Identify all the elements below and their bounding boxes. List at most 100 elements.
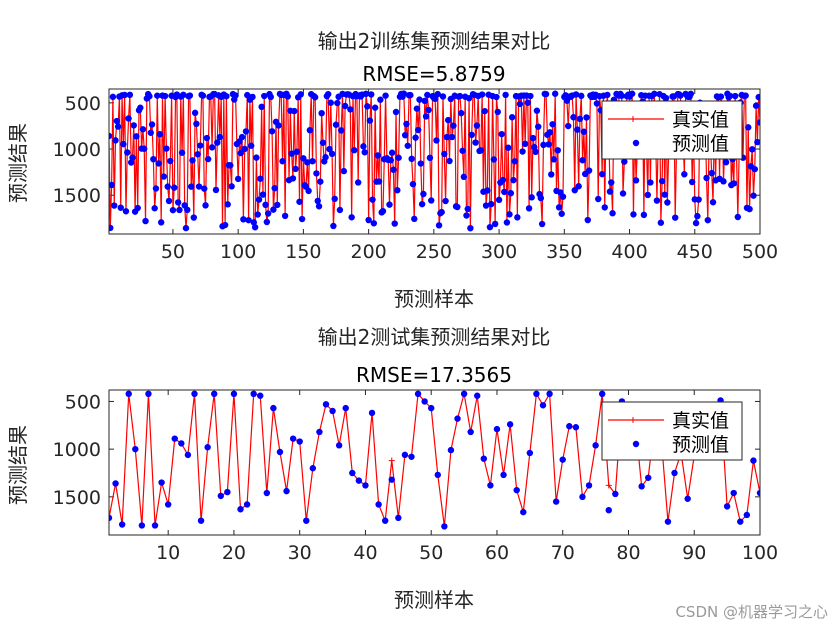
chart-1-y-tick-label: 500 [65, 93, 101, 115]
chart-1-pred-point [184, 206, 191, 214]
chart-1-pred-point [129, 154, 136, 161]
chart-1-pred-point [279, 158, 286, 165]
chart-1-pred-point [354, 179, 362, 186]
chart-1-pred-point [238, 133, 246, 141]
chart-1-pred-point [292, 165, 299, 173]
chart-1-pred-point [608, 179, 615, 186]
chart-2-pred-point [381, 517, 389, 524]
chart-1-pred-point [490, 156, 498, 163]
chart-2-pred-point [566, 423, 573, 430]
chart-2-pred-point [447, 446, 455, 454]
chart-1-pred-point [559, 193, 567, 200]
chart-1-pred-point [579, 157, 586, 164]
chart-1-pred-point [126, 91, 134, 99]
chart-1-legend-true-label: 真实值 [672, 109, 729, 131]
chart-1-pred-point [330, 222, 337, 230]
chart-2-pred-point [500, 471, 507, 479]
chart-1-pred-point [386, 201, 393, 208]
chart-1-pred-point [546, 129, 554, 136]
chart-1-pred-point [495, 196, 503, 204]
chart-1-pred-point [463, 212, 470, 219]
chart-1-x-tick-label: 300 [481, 241, 517, 263]
chart-1-pred-point [439, 93, 447, 100]
chart-1-pred-point [122, 208, 130, 215]
chart-2-pred-point [257, 392, 264, 399]
chart-1-pred-point [300, 155, 307, 162]
chart-1-pred-point [484, 187, 491, 194]
chart-2-ylabel: 预测结果 [6, 425, 30, 505]
chart-1-pred-point [361, 149, 368, 156]
chart-1-pred-point [391, 220, 398, 227]
chart-1-pred-point [375, 178, 383, 185]
chart-1-pred-point [532, 148, 539, 156]
chart-1-pred-point [548, 171, 555, 178]
chart-1-pred-point [505, 144, 512, 151]
chart-1-pred-point [264, 210, 272, 217]
chart-1-pred-point [165, 197, 173, 205]
chart-1-pred-point [371, 104, 379, 111]
chart-2-pred-point [605, 506, 612, 514]
chart-2-pred-point [559, 456, 566, 463]
chart-2-pred-point [664, 518, 672, 525]
chart-2-pred-point [480, 455, 488, 462]
chart-2-pred-point [414, 390, 422, 398]
chart-1-pred-point [336, 206, 344, 214]
chart-1-pred-point [549, 121, 556, 128]
chart-1-pred-point [314, 197, 321, 205]
chart-1-pred-point [366, 117, 374, 124]
chart-1-pred-point [434, 90, 441, 98]
chart-1-pred-point [223, 93, 230, 100]
chart-1-pred-point [400, 90, 408, 97]
chart-1-pred-point [413, 105, 421, 112]
chart-2-pred-point [737, 518, 744, 525]
chart-2-pred-point [592, 442, 599, 449]
chart-2-pred-point [138, 522, 146, 529]
watermark: CSDN @机器学习之心 [675, 603, 828, 621]
chart-1-pred-point [538, 220, 546, 228]
chart-2-pred-point [388, 476, 395, 483]
chart-1-pred-point [257, 175, 264, 182]
chart-1-pred-point [293, 148, 301, 155]
chart-2-legend-true-label: 真实值 [672, 410, 729, 432]
chart-2-pred-point [506, 421, 514, 428]
chart-2-pred-point [612, 490, 619, 498]
chart-2-pred-point [546, 390, 553, 398]
chart-2-pred-point [145, 390, 152, 398]
chart-1-pred-point [585, 167, 593, 174]
chart-2-title: 输出2测试集预测结果对比 [318, 325, 551, 349]
chart-1-pred-point [127, 159, 135, 166]
chart-2-pred-point [211, 390, 218, 398]
chart-2-x-tick-label: 50 [419, 542, 443, 564]
chart-1-pred-point [362, 90, 370, 98]
chart-1-pred-point [167, 157, 174, 165]
chart-2-pred-point [671, 469, 678, 477]
chart-1-pred-point [298, 215, 306, 223]
chart-1-pred-point [533, 107, 541, 114]
chart-1-pred-point [147, 129, 154, 136]
chart-1-pred-point [516, 100, 524, 108]
chart-1-pred-point [365, 216, 372, 224]
chart-1-pred-point [382, 92, 389, 99]
chart-1-pred-point [570, 114, 577, 121]
chart-2-xlabel: 预测样本 [394, 588, 474, 612]
chart-2-pred-point [250, 390, 257, 398]
chart-1-pred-point [268, 128, 276, 135]
chart-1-pred-point [315, 203, 323, 210]
chart-1-pred-point [370, 220, 378, 227]
chart-1-pred-point [109, 181, 115, 189]
chart-1-x-tick-label: 500 [742, 241, 778, 263]
chart-1-pred-point [732, 92, 739, 100]
chart-1-pred-point [630, 211, 637, 218]
chart-1-x-tick-label: 450 [677, 241, 713, 263]
chart-2-x-tick-label: 70 [551, 542, 575, 564]
chart-1-pred-point [464, 205, 471, 213]
chart-2-pred-point [572, 424, 580, 431]
chart-2-pred-point [454, 415, 461, 422]
chart-2-pred-point [309, 465, 317, 472]
chart-2-pred-point [598, 390, 606, 398]
chart-1-pred-point [688, 178, 696, 186]
chart-1-pred-point [444, 116, 452, 124]
chart-2-pred-point [579, 493, 586, 501]
chart-1-pred-point [270, 206, 277, 213]
chart-1-pred-point [275, 122, 282, 129]
